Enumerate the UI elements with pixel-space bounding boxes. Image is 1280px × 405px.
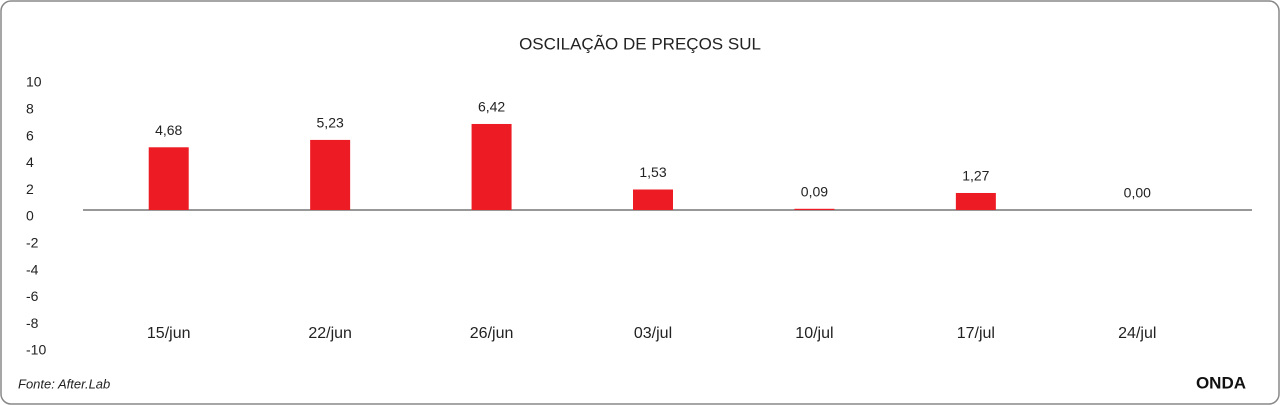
data-label: 0,09 — [801, 183, 828, 199]
y-tick-label: 2 — [26, 181, 34, 197]
x-tick-label: 26/jun — [470, 325, 514, 342]
bar — [310, 139, 351, 210]
x-tick-label: 22/jun — [308, 325, 352, 342]
source: Fonte: After.Lab — [18, 376, 110, 391]
chart-title: OSCILAÇÃO DE PREÇOS SUL — [519, 34, 761, 53]
x-tick-label: 15/jun — [147, 325, 191, 342]
x-tick-label: 17/jul — [957, 325, 995, 342]
y-tick-label: -10 — [26, 342, 46, 358]
y-tick-label: 6 — [26, 127, 34, 143]
y-tick-label: 4 — [26, 154, 34, 170]
data-label: 6,42 — [478, 99, 505, 115]
x-tick-label: 10/jul — [795, 325, 833, 342]
x-tick-label: 24/jul — [1118, 325, 1156, 342]
y-tick-label: 8 — [26, 101, 34, 117]
bar — [633, 189, 673, 210]
data-label: 1,27 — [962, 168, 989, 184]
y-tick-label: -8 — [26, 315, 39, 331]
y-tick-label: 0 — [26, 208, 34, 224]
data-label: 4,68 — [155, 122, 182, 138]
y-tick-label: -4 — [26, 261, 39, 277]
bar — [955, 192, 996, 210]
bar — [148, 147, 189, 210]
data-label: 0,00 — [1124, 185, 1151, 201]
y-tick-label: -2 — [26, 235, 39, 251]
bar — [471, 123, 512, 210]
logo: ONDA — [1196, 373, 1246, 392]
x-tick-label: 03/jul — [634, 325, 672, 342]
data-label: 5,23 — [317, 115, 344, 131]
y-tick-label: 10 — [26, 74, 42, 90]
bar — [794, 208, 835, 210]
y-tick-label: -6 — [26, 288, 39, 304]
data-label: 1,53 — [639, 164, 666, 180]
